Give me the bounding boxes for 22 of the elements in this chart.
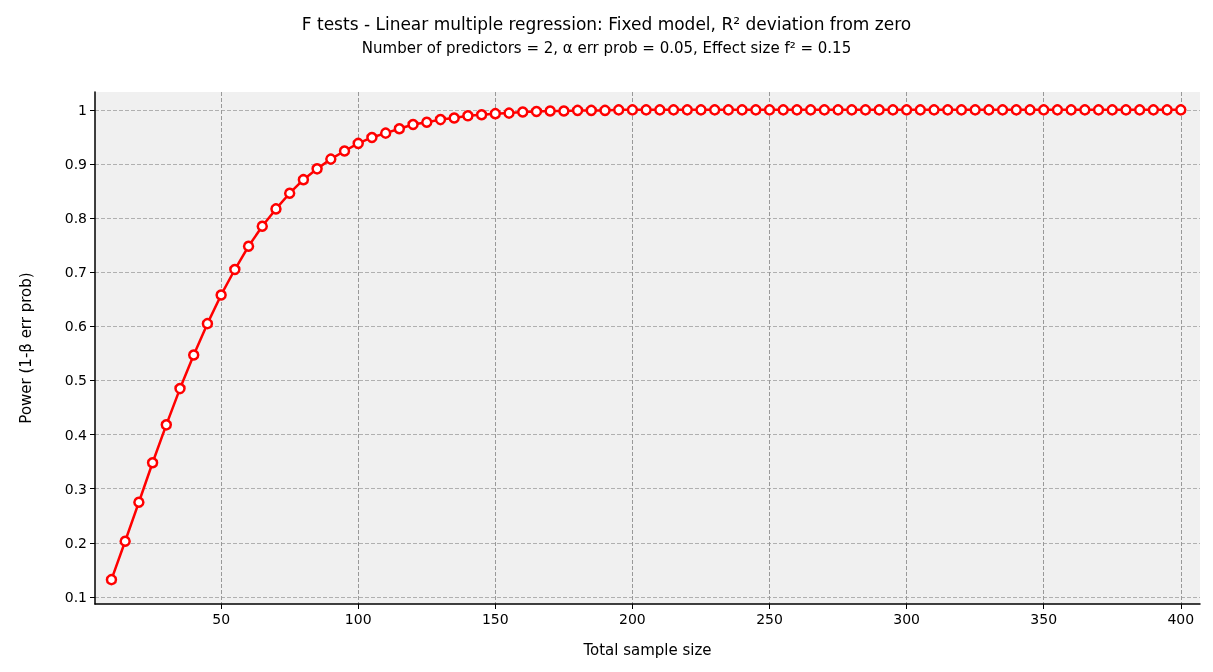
y-tick-label: 0.2 bbox=[64, 534, 87, 551]
y-axis-title: Power (1-β err prob) bbox=[16, 272, 35, 424]
x-tick-label: 350 bbox=[1030, 611, 1058, 627]
x-tick-label: 250 bbox=[756, 611, 783, 627]
y-tick-label: 0.6 bbox=[64, 318, 88, 335]
y-tick-label: 1 bbox=[78, 101, 87, 118]
y-tick-label: 0.4 bbox=[64, 426, 88, 443]
x-tick-label: 50 bbox=[212, 611, 231, 627]
chart-title: F tests - Linear multiple regression: Fixed model, R² deviation from zero bbox=[301, 13, 912, 34]
x-axis-title: Total sample size bbox=[582, 640, 712, 659]
y-tick-label: 0.3 bbox=[64, 480, 87, 497]
y-tick-label: 0.1 bbox=[64, 588, 87, 605]
x-tick-label: 100 bbox=[344, 611, 372, 627]
y-tick-label: 0.5 bbox=[64, 372, 87, 389]
y-tick-label: 0.9 bbox=[64, 155, 87, 172]
x-tick-label: 400 bbox=[1167, 611, 1195, 627]
y-tick-label: 0.8 bbox=[64, 210, 87, 227]
y-tick-label: 0.7 bbox=[64, 264, 87, 281]
x-tick-label: 150 bbox=[481, 611, 509, 627]
chart-subtitle: Number of predictors = 2, α err prob = 0.05, Effect size f² = 0.15 bbox=[361, 38, 852, 57]
x-tick-label: 200 bbox=[619, 611, 646, 627]
x-tick-label: 300 bbox=[893, 611, 920, 627]
